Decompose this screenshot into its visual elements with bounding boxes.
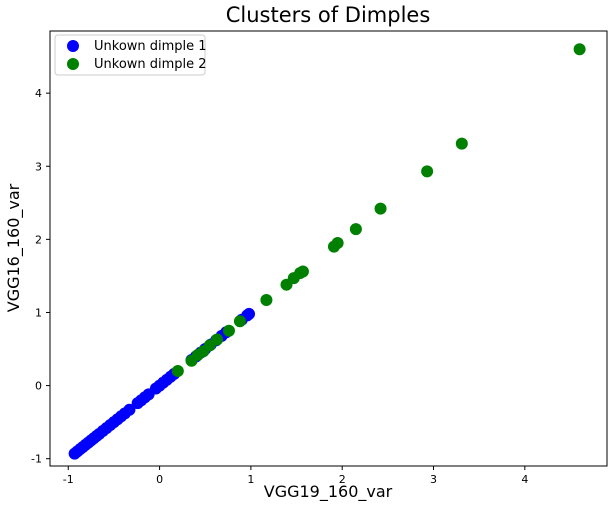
data-point [171, 364, 184, 377]
x-tick-label: 4 [521, 473, 528, 486]
legend-box [54, 34, 206, 76]
x-tick-label: 3 [430, 473, 437, 486]
series-2 [171, 43, 586, 377]
y-tick-label: 2 [35, 233, 42, 246]
y-tick-label: 4 [35, 87, 42, 100]
data-point [222, 324, 235, 337]
x-tick-label: 1 [247, 473, 254, 486]
plot-area-frame [49, 30, 608, 467]
x-tick-label: 0 [156, 473, 163, 486]
x-axis-label: VGG19_160_var [264, 482, 393, 502]
legend-label-series-2: Unkown dimple 2 [94, 57, 207, 72]
data-point [260, 294, 273, 307]
data-point [374, 202, 387, 215]
data-point [421, 165, 434, 178]
data-points [68, 43, 586, 460]
x-tick-label: -1 [63, 473, 74, 486]
legend-marker-series-1 [67, 40, 79, 52]
data-point [123, 403, 136, 416]
axis-ticks: -1 0 1 2 3 4 -1 0 1 2 3 4 [31, 87, 528, 486]
data-point [211, 333, 224, 346]
data-point [331, 237, 344, 250]
legend: Unkown dimple 1 Unkown dimple 2 [54, 34, 207, 76]
data-point [233, 315, 246, 328]
series-1 [68, 307, 256, 460]
y-tick-label: 3 [35, 160, 42, 173]
data-point [349, 223, 362, 236]
data-point [455, 137, 468, 150]
y-tick-label: 0 [35, 380, 42, 393]
data-point [243, 307, 256, 320]
legend-label-series-1: Unkown dimple 1 [94, 39, 207, 54]
legend-marker-series-2 [67, 58, 79, 70]
y-axis-label: VGG16_160_var [4, 183, 24, 312]
data-point [573, 43, 586, 56]
x-tick-label: 2 [339, 473, 346, 486]
y-tick-label: 1 [35, 306, 42, 319]
y-tick-label: -1 [31, 453, 42, 466]
data-point [296, 265, 309, 278]
chart-title: Clusters of Dimples [226, 3, 431, 27]
